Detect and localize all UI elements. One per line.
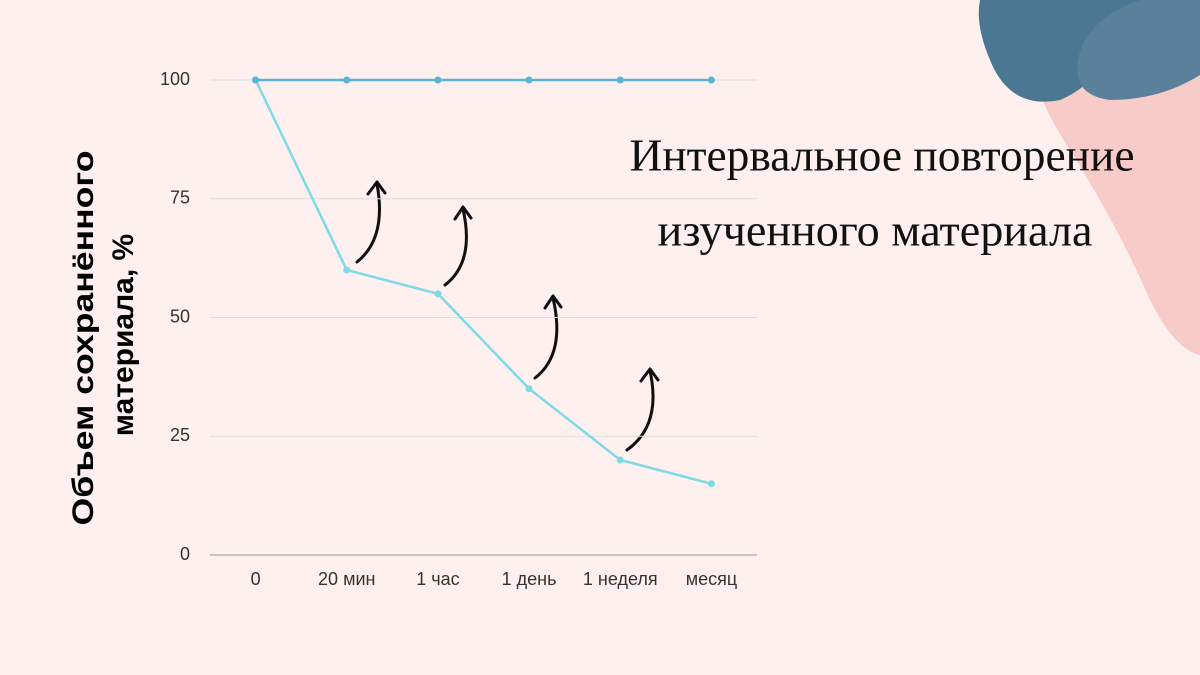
y-tick-label: 0	[180, 544, 190, 564]
y-axis-label: Объем сохранённого	[67, 151, 100, 526]
y-tick-label: 25	[170, 425, 190, 445]
x-tick-label: 1 день	[502, 569, 557, 589]
point	[707, 480, 715, 488]
y-tick-label: 50	[170, 306, 190, 326]
y-tick-label: 100	[160, 69, 190, 89]
line	[254, 79, 712, 485]
point	[525, 76, 533, 84]
y-axis-label: материала, %	[107, 234, 140, 436]
y-tick-label: 75	[170, 188, 190, 208]
x-tick-label: 1 неделя	[583, 569, 658, 589]
point	[343, 76, 351, 84]
point	[434, 290, 442, 298]
x-tick-label: 20 мин	[318, 569, 375, 589]
x-tick-label: 0	[251, 569, 261, 589]
point	[616, 456, 624, 464]
point	[434, 76, 442, 84]
point	[707, 76, 715, 84]
arrows	[355, 180, 660, 452]
chart-title: Интервальное повторение	[630, 130, 1135, 181]
x-tick-label: 1 час	[416, 569, 459, 589]
point	[616, 76, 624, 84]
decor-blob	[1077, 0, 1200, 100]
chart-title: изученного материала	[658, 205, 1093, 256]
point	[525, 385, 533, 393]
point	[343, 266, 351, 274]
x-tick-label: месяц	[686, 569, 737, 589]
point	[252, 76, 260, 84]
